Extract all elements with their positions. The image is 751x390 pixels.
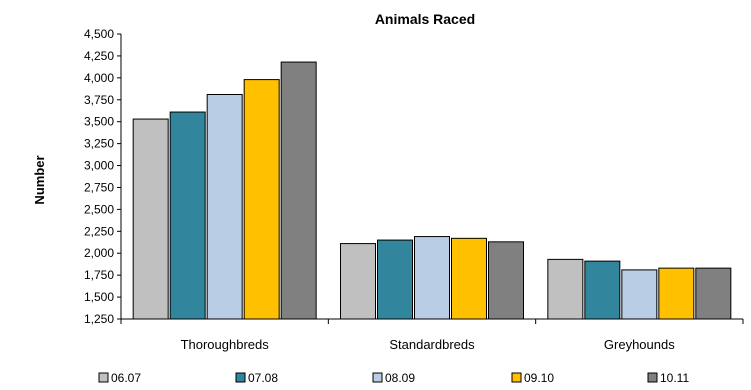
y-tick-label: 3,000 [84, 159, 114, 173]
legend-label: 08.09 [385, 371, 415, 385]
bar [621, 269, 658, 320]
bar [414, 236, 450, 320]
y-tick-label: 4,000 [84, 71, 114, 85]
y-tick-label: 3,500 [84, 115, 114, 129]
y-tick-label: 2,000 [84, 246, 114, 260]
legend-swatch [647, 372, 658, 383]
bar [243, 79, 280, 320]
bar [451, 237, 487, 320]
y-tick-label: 2,250 [84, 224, 114, 238]
legend-label: 09.10 [524, 371, 554, 385]
y-tick-label: 3,250 [84, 137, 114, 151]
y-axis-label: Number [32, 155, 47, 204]
bar [584, 260, 621, 320]
legend-swatch [235, 372, 246, 383]
y-tick-label: 3,750 [84, 93, 114, 107]
bar [377, 239, 413, 320]
y-tick-label: 1,250 [84, 312, 114, 326]
category-label: Thoroughbreds [181, 337, 270, 352]
bar [547, 258, 584, 320]
chart-title: Animals Raced [375, 11, 475, 27]
x-axis-ticks [120, 319, 744, 324]
legend-label: 07.08 [248, 371, 278, 385]
legend-swatch [372, 372, 383, 383]
category-labels: Thoroughbreds Standardbreds Greyhounds [181, 337, 676, 352]
bar [695, 267, 732, 320]
bar [658, 267, 695, 320]
bar [280, 61, 317, 320]
y-tick-label: 2,750 [84, 180, 114, 194]
y-tick-label: 4,500 [84, 27, 114, 41]
bar [488, 241, 524, 320]
y-tick-label: 1,750 [84, 268, 114, 282]
y-tick-label: 1,500 [84, 290, 114, 304]
bars [132, 61, 732, 320]
legend-swatch [98, 372, 109, 383]
y-axis-ticks: 1,250 1,500 1,750 2,000 2,250 2,500 2,750 3,000… [84, 27, 121, 326]
bar [340, 243, 376, 320]
legend: 06.07 07.08 08.09 09.10 10.11 [98, 371, 689, 385]
bar [132, 118, 169, 320]
category-label: Greyhounds [604, 337, 675, 352]
y-tick-label: 2,500 [84, 202, 114, 216]
category-label: Standardbreds [389, 337, 475, 352]
legend-label: 06.07 [111, 371, 141, 385]
bar [206, 94, 243, 320]
legend-label: 10.11 [660, 371, 689, 385]
y-tick-label: 4,250 [84, 49, 114, 63]
legend-swatch [511, 372, 522, 383]
bar [169, 111, 206, 320]
